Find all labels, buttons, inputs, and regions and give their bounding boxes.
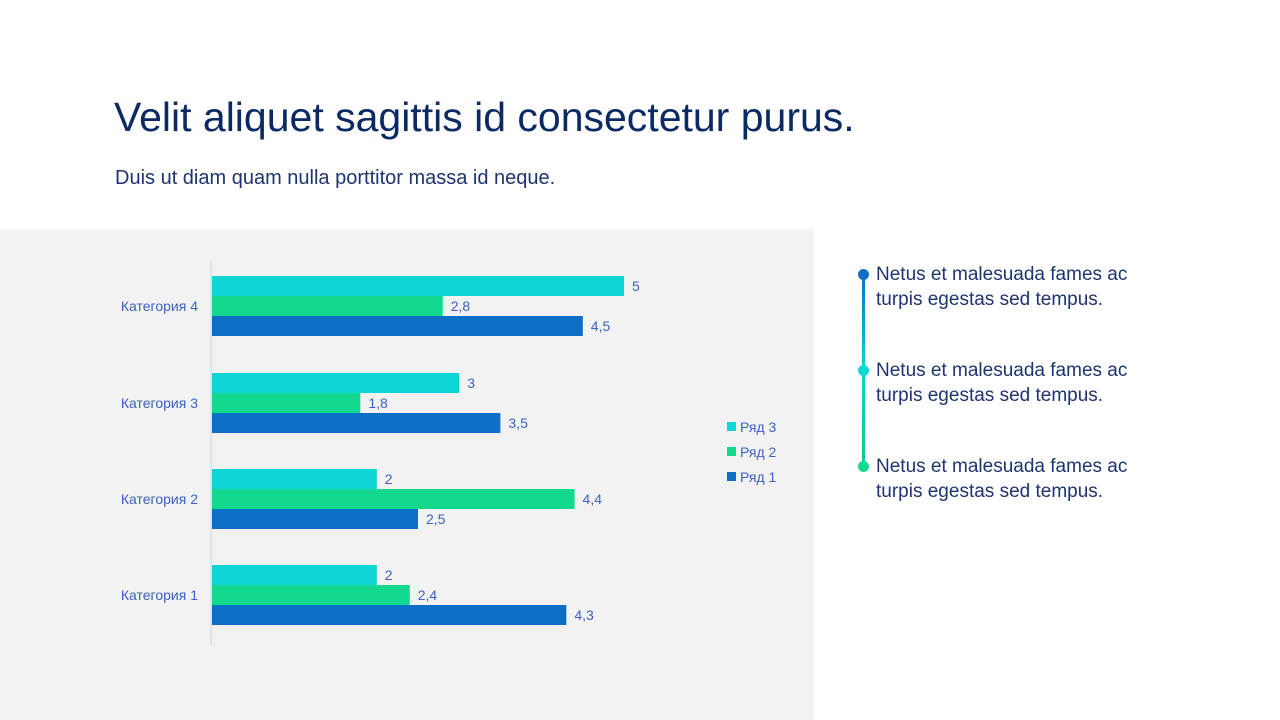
bar-series-3 xyxy=(212,469,377,489)
bar-series-2 xyxy=(212,585,410,605)
bar-series-3 xyxy=(212,373,460,393)
legend-swatch xyxy=(727,447,736,456)
chart-panel: Категория 1 2 2,4 4,3 Категория 2 2 4,4 2,5 Кате… xyxy=(0,229,814,720)
data-label: 1,8 xyxy=(368,395,388,411)
data-label: 4,5 xyxy=(591,318,611,334)
legend-swatch xyxy=(727,422,736,431)
timeline-text: Netus et malesuada fames ac turpis egest… xyxy=(876,360,1128,406)
data-label: 5 xyxy=(632,278,640,294)
bar-series-1 xyxy=(212,605,567,625)
bar-series-1 xyxy=(212,413,501,433)
data-label: 2 xyxy=(385,471,393,487)
slide-title: Velit aliquet sagittis id consectetur pu… xyxy=(114,94,855,140)
bar-chart: Категория 1 2 2,4 4,3 Категория 2 2 4,4 2,5 Кате… xyxy=(121,260,777,645)
data-label: 2,4 xyxy=(418,587,438,603)
data-label: 3 xyxy=(467,375,475,391)
category-label: Категория 2 xyxy=(121,491,198,507)
legend-label: Ряд 1 xyxy=(740,469,777,485)
bar-series-2 xyxy=(212,296,443,316)
data-label: 2 xyxy=(385,567,393,583)
timeline-text: Netus et malesuada fames ac turpis egest… xyxy=(876,264,1128,310)
data-label: 4,3 xyxy=(574,607,594,623)
bar-series-1 xyxy=(212,509,418,529)
bar-series-2 xyxy=(212,489,575,509)
timeline-dot-icon xyxy=(858,461,869,472)
bar-series-2 xyxy=(212,393,361,413)
bar-series-3 xyxy=(212,565,377,585)
timeline: Netus et malesuada fames ac turpis egest… xyxy=(857,262,1197,522)
data-label: 2,8 xyxy=(451,298,471,314)
data-label: 4,4 xyxy=(583,491,603,507)
category-label: Категория 4 xyxy=(121,298,198,314)
category-label: Категория 1 xyxy=(121,587,198,603)
timeline-text: Netus et malesuada fames ac turpis egest… xyxy=(876,456,1128,502)
data-label: 2,5 xyxy=(426,511,446,527)
bar-series-3 xyxy=(212,276,624,296)
slide-subtitle: Duis ut diam quam nulla porttitor massa … xyxy=(115,167,556,189)
timeline-dot-icon xyxy=(858,365,869,376)
legend-swatch xyxy=(727,472,736,481)
timeline-dot-icon xyxy=(858,269,869,280)
legend-label: Ряд 3 xyxy=(740,419,777,435)
category-label: Категория 3 xyxy=(121,395,198,411)
data-label: 3,5 xyxy=(508,415,528,431)
bar-series-1 xyxy=(212,316,583,336)
legend-label: Ряд 2 xyxy=(740,444,777,460)
